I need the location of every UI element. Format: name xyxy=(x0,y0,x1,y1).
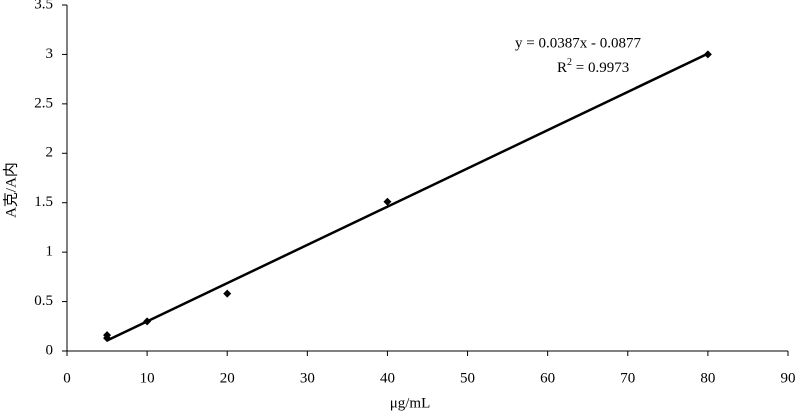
data-point xyxy=(703,50,712,59)
x-axis-label: μg/mL xyxy=(390,395,431,411)
y-tick-label: 3 xyxy=(46,46,54,62)
x-tick-label: 90 xyxy=(781,370,796,386)
y-tick-label: 0.5 xyxy=(34,293,53,309)
x-tick-label: 30 xyxy=(300,370,315,386)
r2-sup: 2 xyxy=(567,57,572,68)
y-tick-label: 0 xyxy=(46,342,54,358)
x-tick-label: 60 xyxy=(540,370,555,386)
data-point xyxy=(223,289,232,298)
y-tick-label: 2 xyxy=(46,145,54,161)
x-tick-label: 20 xyxy=(220,370,235,386)
y-tick-label: 1.5 xyxy=(34,194,53,210)
equation: y = 0.0387x - 0.0877 xyxy=(515,35,641,51)
x-tick-label: 70 xyxy=(620,370,635,386)
x-tick-label: 40 xyxy=(380,370,395,386)
x-tick-label: 80 xyxy=(700,370,715,386)
x-tick-label: 50 xyxy=(460,370,475,386)
data-point xyxy=(383,197,392,206)
y-tick-label: 2.5 xyxy=(34,95,53,111)
data-point xyxy=(143,317,152,326)
r2-base: R xyxy=(557,60,567,76)
r-squared: R2 = 0.9973 xyxy=(557,57,629,76)
trendline xyxy=(106,52,709,342)
x-tick-label: 10 xyxy=(140,370,155,386)
y-axis-label: A克/A内 xyxy=(2,162,19,218)
r2-rest: = 0.9973 xyxy=(572,60,629,76)
x-tick-label: 0 xyxy=(63,370,71,386)
y-tick-label: 3.5 xyxy=(34,0,53,12)
data-point xyxy=(103,334,112,343)
y-tick-label: 1 xyxy=(46,244,54,260)
